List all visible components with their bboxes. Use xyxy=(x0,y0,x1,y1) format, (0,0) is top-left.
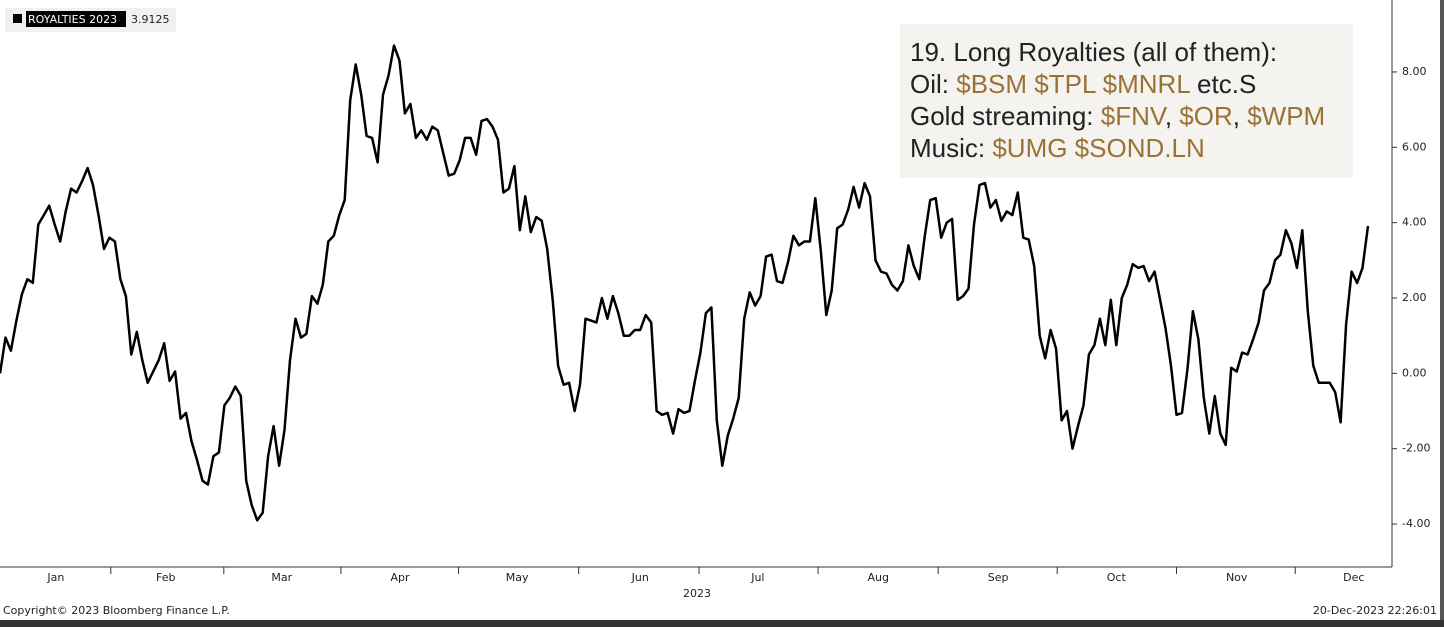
annotation-segment: $BSM $TPL $MNRL xyxy=(956,69,1190,99)
annotation-segment: Music: xyxy=(910,133,992,163)
legend-name-bg xyxy=(26,11,126,27)
copyright: Copyright© 2023 Bloomberg Finance L.P. xyxy=(3,604,230,617)
y-tick-label: 0.00 xyxy=(1402,366,1427,379)
legend-value: 3.9125 xyxy=(131,13,170,26)
annotation-line: Oil: $BSM $TPL $MNRL etc.S xyxy=(910,69,1256,99)
legend-swatch xyxy=(13,14,22,23)
annotation-segment: , xyxy=(1165,101,1179,131)
x-tick-label: Aug xyxy=(868,571,889,584)
bottom-edge xyxy=(0,620,1444,627)
x-tick-label: Mar xyxy=(271,571,292,584)
annotation-segment: Oil: xyxy=(910,69,956,99)
annotation-segment: etc.S xyxy=(1190,69,1256,99)
x-tick-label: Oct xyxy=(1107,571,1127,584)
annotation-segment: $FNV xyxy=(1101,101,1168,131)
x-tick-label: Jul xyxy=(750,571,764,584)
y-tick-label: -2.00 xyxy=(1402,442,1430,455)
y-tick-label: 4.00 xyxy=(1402,216,1427,229)
annotation-segment: $WPM xyxy=(1247,101,1325,131)
annotation-line: Gold streaming: $FNV, $OR, $WPM xyxy=(910,101,1325,131)
timestamp: 20-Dec-2023 22:26:01 xyxy=(1313,604,1437,617)
x-tick-label: May xyxy=(506,571,529,584)
annotation-segment: $OR xyxy=(1179,101,1232,131)
x-tick-label: Jan xyxy=(46,571,64,584)
y-tick-label: 2.00 xyxy=(1402,291,1427,304)
y-tick-label: 6.00 xyxy=(1402,140,1427,153)
annotation-line: Music: $UMG $SOND.LN xyxy=(910,133,1205,163)
x-tick-label: Apr xyxy=(390,571,410,584)
y-tick-label: 8.00 xyxy=(1402,65,1427,78)
y-tick-label: -4.00 xyxy=(1402,517,1430,530)
x-tick-label: Jun xyxy=(631,571,649,584)
annotation-segment: , xyxy=(1233,101,1247,131)
annotation-segment: 19. Long Royalties (all of them): xyxy=(910,37,1277,67)
right-edge xyxy=(1440,0,1444,627)
x-tick-label: Feb xyxy=(156,571,175,584)
x-tick-label: Sep xyxy=(988,571,1009,584)
x-tick-label: Nov xyxy=(1226,571,1248,584)
annotation-line: 19. Long Royalties (all of them): xyxy=(910,37,1277,67)
annotation-segment: $UMG $SOND.LN xyxy=(992,133,1204,163)
annotation-segment: Gold streaming: xyxy=(910,101,1101,131)
x-tick-label: Dec xyxy=(1343,571,1364,584)
line-series xyxy=(0,44,1370,522)
legend-name: ROYALTIES 2023 xyxy=(28,13,117,26)
annotation-box xyxy=(900,24,1353,178)
x-axis-label: 2023 xyxy=(683,587,711,600)
